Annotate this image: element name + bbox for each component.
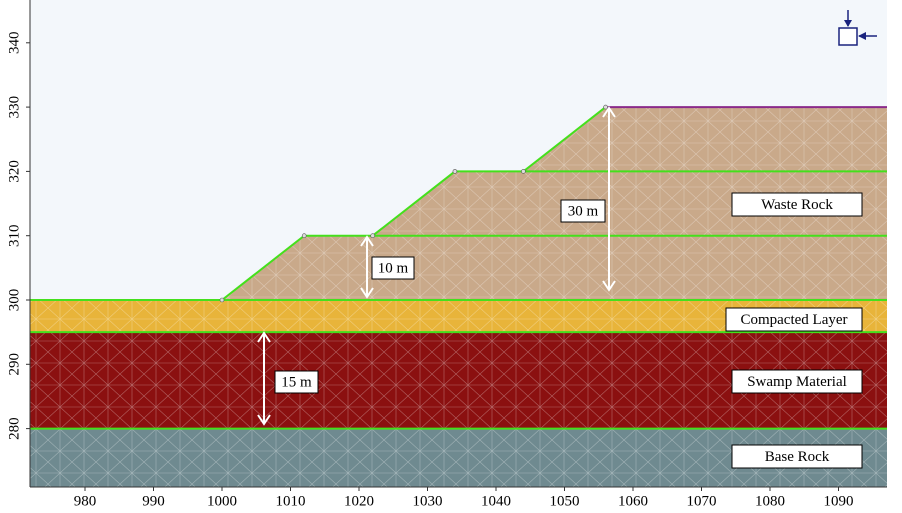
x-tick-label: 1070 <box>687 493 717 509</box>
dimension-label-box <box>371 256 415 280</box>
arrow-head <box>602 106 616 118</box>
vertex <box>521 169 526 174</box>
sky <box>30 0 887 300</box>
y-tick-label: 300 <box>6 289 22 312</box>
layer-label: Swamp Material <box>747 374 847 390</box>
x-tick-label: 1030 <box>413 493 443 509</box>
x-tick-label: 1040 <box>481 493 511 509</box>
x-tick-label: 990 <box>142 493 165 509</box>
y-tick-label: 330 <box>6 96 22 119</box>
x-tick-label: 1020 <box>344 493 374 509</box>
dimension-label: 10 m <box>378 260 409 276</box>
y-tick-label: 320 <box>6 160 22 183</box>
arrow-head <box>602 280 616 292</box>
x-tick-label: 980 <box>74 493 97 509</box>
vertex <box>301 233 307 238</box>
x-tick-label: 1010 <box>276 493 306 509</box>
dimension-label: 30 m <box>568 203 599 219</box>
x-tick-label: 1050 <box>550 493 580 509</box>
arrow-head <box>360 235 374 247</box>
x-tick-label: 1080 <box>755 493 785 509</box>
x-tick-label: 1000 <box>207 493 237 509</box>
layer-label-box <box>731 192 863 217</box>
vertex <box>452 169 458 174</box>
vertex <box>219 297 225 303</box>
layer-label: Base Rock <box>765 449 830 465</box>
arrow-head <box>360 287 374 299</box>
y-tick-label: 290 <box>6 353 22 376</box>
y-tick-label: 310 <box>6 224 22 247</box>
arrow-head <box>257 414 271 426</box>
x-tick-label: 1060 <box>618 493 648 509</box>
dimension-label: 15 m <box>281 374 312 390</box>
x-tick-label: 1090 <box>824 493 854 509</box>
vertex <box>370 233 376 238</box>
dimension-label-box <box>274 370 319 394</box>
layer-label-box <box>731 369 863 394</box>
arrow-head <box>257 331 271 343</box>
vertex <box>603 104 608 110</box>
view-icon <box>838 10 877 46</box>
y-tick-label: 280 <box>6 417 22 440</box>
layer-label-box <box>725 307 863 332</box>
layer-label: Waste Rock <box>761 197 833 213</box>
dimension-label-box <box>560 199 606 223</box>
y-tick-label: 340 <box>6 32 22 55</box>
x-axis-band <box>0 487 902 513</box>
geometry: Waste Rock Compacted Layer Swamp Material B… <box>30 0 887 487</box>
layer-label: Compacted Layer <box>740 312 847 328</box>
layer-label-box <box>731 444 863 469</box>
